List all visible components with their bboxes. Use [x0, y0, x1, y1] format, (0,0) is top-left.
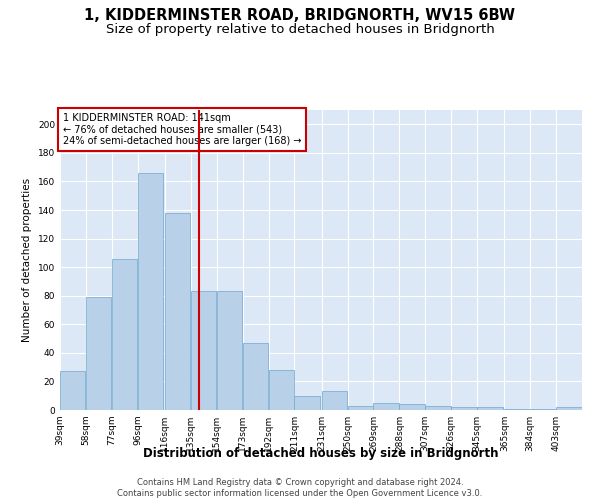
Bar — [217, 292, 242, 410]
Bar — [425, 406, 451, 410]
Bar — [347, 406, 373, 410]
Bar — [242, 343, 268, 410]
Bar — [112, 258, 137, 410]
Bar — [556, 407, 581, 410]
Bar — [400, 404, 425, 410]
Bar — [60, 372, 85, 410]
Bar — [477, 407, 503, 410]
Bar — [165, 213, 190, 410]
Y-axis label: Number of detached properties: Number of detached properties — [22, 178, 32, 342]
Text: 1, KIDDERMINSTER ROAD, BRIDGNORTH, WV15 6BW: 1, KIDDERMINSTER ROAD, BRIDGNORTH, WV15 … — [85, 8, 515, 22]
Bar — [137, 173, 163, 410]
Bar — [86, 297, 112, 410]
Bar — [269, 370, 294, 410]
Text: 1 KIDDERMINSTER ROAD: 141sqm
← 76% of detached houses are smaller (543)
24% of s: 1 KIDDERMINSTER ROAD: 141sqm ← 76% of de… — [62, 113, 301, 146]
Text: Contains HM Land Registry data © Crown copyright and database right 2024.
Contai: Contains HM Land Registry data © Crown c… — [118, 478, 482, 498]
Bar — [373, 403, 399, 410]
Bar — [295, 396, 320, 410]
Bar — [530, 408, 556, 410]
Bar — [505, 408, 530, 410]
Bar — [322, 392, 347, 410]
Text: Size of property relative to detached houses in Bridgnorth: Size of property relative to detached ho… — [106, 22, 494, 36]
Bar — [451, 407, 476, 410]
Bar — [191, 292, 217, 410]
Text: Distribution of detached houses by size in Bridgnorth: Distribution of detached houses by size … — [143, 448, 499, 460]
